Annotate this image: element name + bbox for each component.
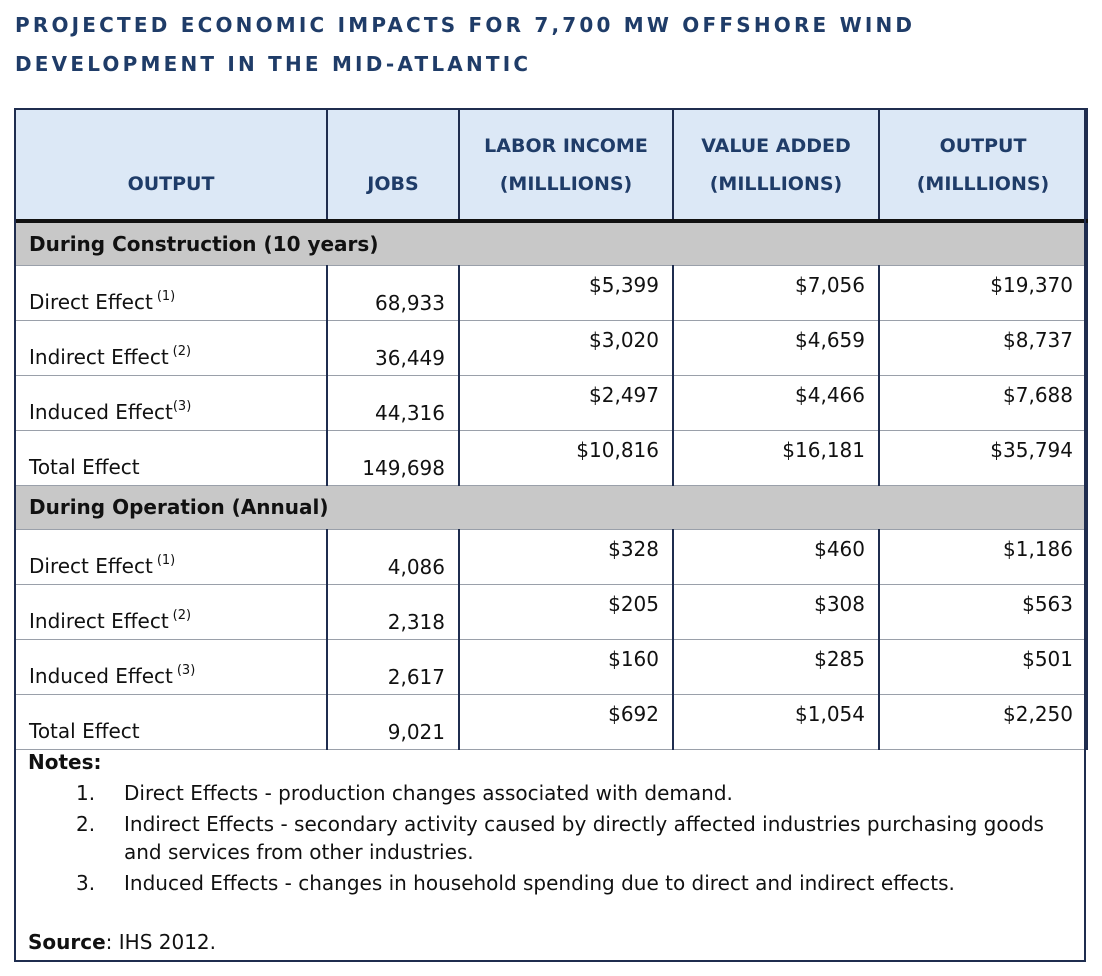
footnote-marker: (1)	[156, 552, 176, 568]
row-label-text: Direct Effect	[29, 289, 153, 314]
section-row-construction: During Construction (10 years)	[14, 220, 1088, 266]
output-cell: $19,370	[878, 264, 1088, 321]
note-number: 2.	[76, 812, 96, 836]
row-label: Induced Effect(3)	[14, 638, 328, 695]
header-labor-income: LABOR INCOME (MILLLIONS)	[458, 108, 674, 223]
labor-income-cell: $160	[458, 638, 674, 695]
header-labor-income-line1: LABOR INCOME	[484, 134, 648, 157]
footnote-marker: (2)	[172, 607, 192, 623]
labor-income-cell: $2,497	[458, 374, 674, 431]
footnote-marker: (1)	[156, 288, 176, 304]
value-added-cell: $7,056	[672, 264, 880, 321]
table-header-row: OUTPUT JOBS LABOR INCOME (MILLLIONS) VALU…	[14, 108, 1088, 223]
value-added-cell: $308	[672, 583, 880, 640]
notes-section: Notes: 1. Direct Effects - production cha…	[28, 748, 1078, 897]
jobs-cell: 44,316	[326, 374, 460, 431]
output-cell: $7,688	[878, 374, 1088, 431]
row-label: Indirect Effect (2)	[14, 319, 328, 376]
value-added-cell: $1,054	[672, 693, 880, 750]
header-output: OUTPUT	[14, 108, 328, 223]
row-label-text: Induced Effect	[29, 399, 173, 424]
table-frame	[14, 108, 1086, 962]
section-heading-construction: During Construction (10 years)	[14, 220, 1088, 266]
notes-heading: Notes:	[28, 750, 102, 774]
note-text: Direct Effects - production changes asso…	[124, 781, 733, 805]
row-label-text: Direct Effect	[29, 553, 153, 578]
row-label: Total Effect	[14, 429, 328, 486]
footnote-marker: (3)	[176, 662, 196, 678]
row-label: Total Effect	[14, 693, 328, 750]
jobs-cell: 9,021	[326, 693, 460, 750]
section-heading-operation: During Operation (Annual)	[14, 484, 1088, 530]
table-row-total: Total Effect 9,021 $692 $1,054 $2,250	[14, 693, 1088, 750]
source-text: : IHS 2012.	[105, 930, 217, 954]
header-output-line2: (MILLLIONS)	[916, 172, 1050, 195]
header-jobs: JOBS	[326, 108, 460, 223]
jobs-cell: 2,318	[326, 583, 460, 640]
notes-list: 1. Direct Effects - production changes as…	[28, 779, 1078, 897]
header-value-added: VALUE ADDED (MILLLIONS)	[672, 108, 880, 223]
source-line: Source: IHS 2012.	[28, 930, 216, 954]
labor-income-cell: $692	[458, 693, 674, 750]
table-row: Direct Effect (1) 4,086 $328 $460 $1,186	[14, 528, 1088, 585]
note-item: 2. Indirect Effects - secondary activity …	[28, 810, 1078, 866]
value-added-cell: $16,181	[672, 429, 880, 486]
page-title: PROJECTED ECONOMIC IMPACTS FOR 7,700 MW …	[15, 13, 916, 76]
note-item: 3. Induced Effects - changes in household…	[28, 869, 1078, 897]
table-row: Direct Effect (1) 68,933 $5,399 $7,056 $1…	[14, 264, 1088, 321]
note-item: 1. Direct Effects - production changes as…	[28, 779, 1078, 807]
output-cell: $501	[878, 638, 1088, 695]
table-row: Induced Effect (3) 2,617 $160 $285 $501	[14, 638, 1088, 695]
table-row: Indirect Effect (2) 2,318 $205 $308 $563	[14, 583, 1088, 640]
row-label-text: Indirect Effect	[29, 344, 169, 369]
header-output-line1: OUTPUT	[939, 134, 1027, 157]
footnote-marker: (3)	[172, 398, 192, 414]
table-row-total: Total Effect 149,698 $10,816 $16,181 $35…	[14, 429, 1088, 486]
footnote-marker: (2)	[172, 343, 192, 359]
jobs-cell: 149,698	[326, 429, 460, 486]
section-row-operation: During Operation (Annual)	[14, 484, 1088, 530]
header-labor-income-line2: (MILLLIONS)	[499, 172, 633, 195]
jobs-cell: 2,617	[326, 638, 460, 695]
economic-impacts-table: OUTPUT JOBS LABOR INCOME (MILLLIONS) VALU…	[14, 108, 1088, 750]
jobs-cell: 4,086	[326, 528, 460, 585]
labor-income-cell: $5,399	[458, 264, 674, 321]
output-cell: $2,250	[878, 693, 1088, 750]
header-value-added-line1: VALUE ADDED	[701, 134, 851, 157]
row-label: Indirect Effect (2)	[14, 583, 328, 640]
value-added-cell: $285	[672, 638, 880, 695]
labor-income-cell: $205	[458, 583, 674, 640]
note-text: Induced Effects - changes in household s…	[124, 871, 955, 895]
source-label: Source	[28, 930, 106, 954]
header-value-added-line2: (MILLLIONS)	[709, 172, 843, 195]
labor-income-cell: $328	[458, 528, 674, 585]
note-number: 1.	[76, 781, 96, 805]
row-label-text: Indirect Effect	[29, 608, 169, 633]
note-number: 3.	[76, 871, 96, 895]
row-label-text: Induced Effect	[29, 663, 173, 688]
output-cell: $563	[878, 583, 1088, 640]
header-output-millions: OUTPUT (MILLLIONS)	[878, 108, 1088, 223]
output-cell: $8,737	[878, 319, 1088, 376]
note-text: Indirect Effects - secondary activity ca…	[124, 812, 1044, 864]
output-cell: $1,186	[878, 528, 1088, 585]
